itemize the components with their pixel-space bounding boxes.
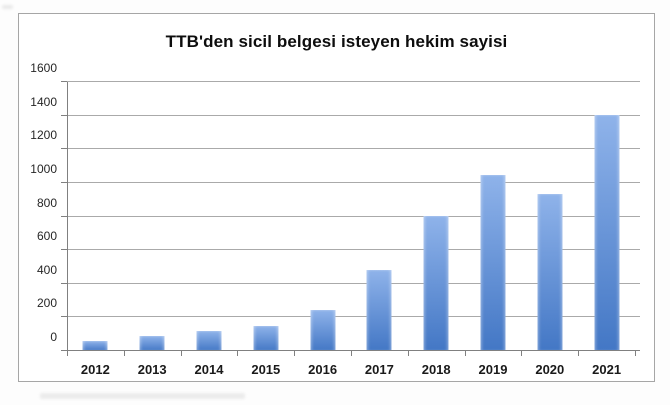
x-axis-label-2012: 2012 [80,362,110,377]
x-axis-label-2019: 2019 [478,362,508,377]
x-axis-tick [464,351,466,356]
y-axis-tick [61,249,67,251]
y-axis-label: 800 [36,195,57,210]
y-axis-tick [61,316,67,318]
x-axis-tick [351,351,352,356]
x-axis-tick [67,351,68,356]
x-axis-tick [407,351,409,356]
plot-area: 0 200 400 600 800 1000 1200 1400 1600 2012 2013 201… [30,61,640,377]
jpeg-crop-artifact-bottom-caption [40,393,245,399]
bar-2015 [253,325,279,351]
gridline-200 [67,316,640,318]
bar-2013 [139,335,165,351]
y-axis-tick [61,148,67,150]
bar-2020 [537,194,563,351]
y-axis-line [67,82,68,352]
gridline-600 [67,249,640,251]
y-axis-label: 1600 [30,61,57,75]
bar-2018 [423,216,449,351]
gridline-1600 [67,81,640,82]
x-axis-tick [237,351,239,356]
x-axis-label-2015: 2015 [251,362,281,377]
x-axis-tick [578,351,580,356]
chart-container: TTB'den sicil belgesi isteyen hekim sayi… [18,13,655,382]
y-axis-label: 1000 [30,161,57,176]
y-axis-tick [61,282,67,284]
x-axis-label-2018: 2018 [421,362,451,377]
x-axis-label-2020: 2020 [535,362,565,377]
y-axis-label: 1400 [30,94,57,109]
x-axis-line [67,349,640,351]
gridline-1400 [67,114,640,116]
gridline-1200 [67,148,640,150]
bar-2021 [594,114,620,351]
x-axis-tick [635,351,636,356]
x-axis-tick [294,351,296,356]
x-axis-label-2017: 2017 [364,362,394,377]
y-axis-label: 1200 [30,128,57,143]
bar-2014 [196,331,222,351]
x-axis-label-2014: 2014 [194,362,224,377]
bar-2012 [82,341,108,351]
y-axis-label: 400 [36,262,57,277]
y-axis-tick [61,350,67,351]
x-axis-tick [521,351,523,356]
x-axis-label-2016: 2016 [308,362,338,377]
y-axis-tick [61,114,67,116]
y-axis-tick [61,181,67,183]
x-axis-tick [180,351,182,356]
bar-2019 [480,174,506,351]
chart-title: TTB'den sicil belgesi isteyen hekim sayi… [165,32,508,51]
bar-2016 [310,309,336,351]
gridline-1000 [67,181,640,183]
y-axis-label: 600 [36,229,57,244]
bar-2017 [366,269,392,351]
x-axis-label-2021: 2021 [592,362,622,377]
x-axis-tick [123,351,125,356]
y-axis-tick [61,81,67,82]
y-axis-tick [61,215,67,217]
y-axis-label: 0 [50,330,57,344]
x-axis-label-2013: 2013 [137,362,167,377]
y-axis-label: 200 [36,296,57,311]
gridline-800 [67,215,640,217]
jpeg-crop-artifact-top-left [2,5,13,9]
gridline-400 [67,282,640,284]
